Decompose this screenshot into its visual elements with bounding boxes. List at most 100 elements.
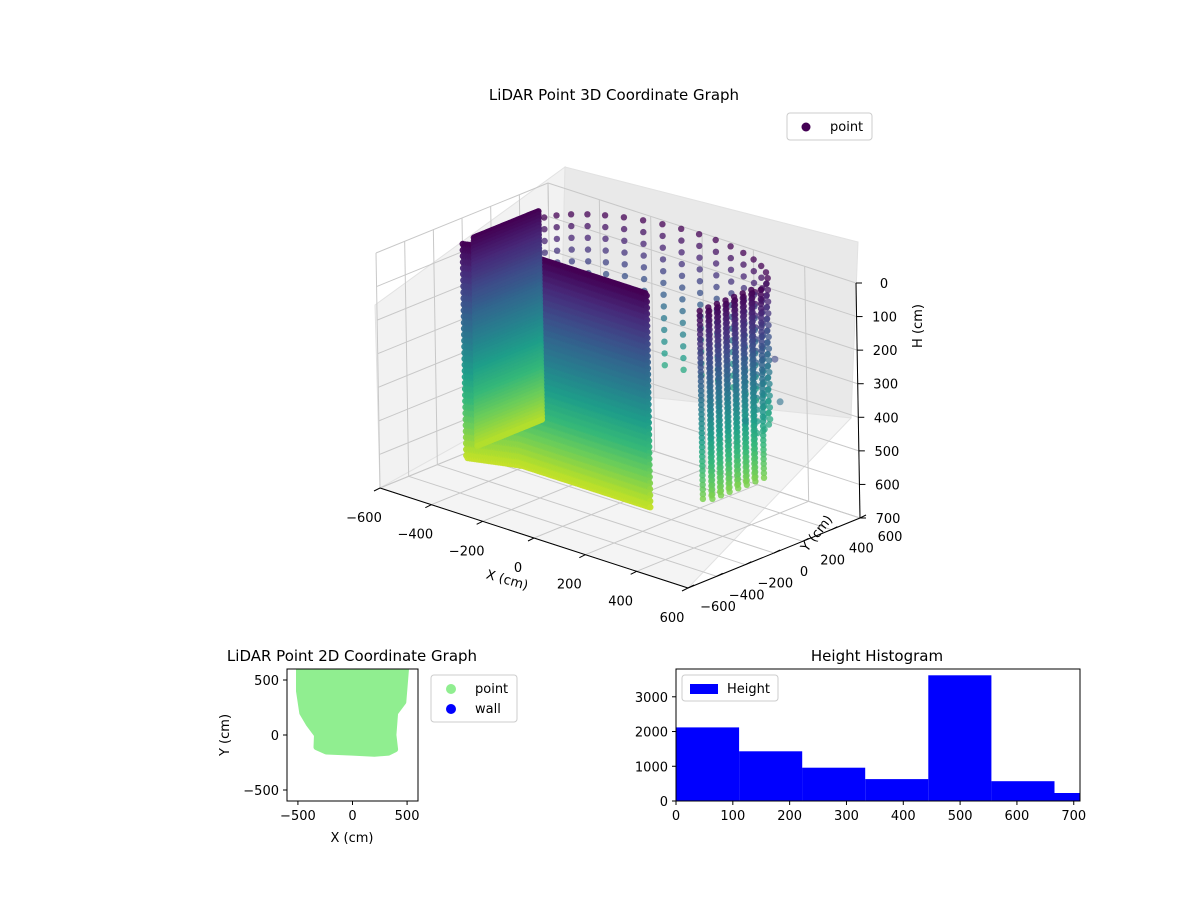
cloud-point-183 — [620, 225, 628, 233]
cloud-point-639 — [734, 472, 741, 479]
cloud-point-165 — [661, 326, 668, 334]
cloud-point-818 — [758, 343, 765, 350]
cloud-point-631 — [733, 434, 740, 442]
cloud-point-477 — [716, 488, 724, 496]
cloud-point-534 — [723, 367, 730, 375]
cloud-point-275 — [696, 317, 704, 324]
grid-left-h-0 — [375, 182, 549, 254]
cloud-point-559 — [725, 485, 732, 492]
cloud-point-438 — [713, 305, 721, 312]
grid-left-y-1 — [404, 241, 410, 477]
cloud-point-812 — [758, 314, 765, 322]
cloud-point-475 — [716, 479, 724, 486]
cloud-point-695 — [740, 346, 747, 353]
cloud-point-184 — [621, 237, 628, 244]
cloud-point-450 — [714, 361, 722, 369]
cloud-point-841 — [760, 451, 767, 458]
cloud-point-444 — [714, 333, 721, 340]
cloud-point-609 — [731, 331, 738, 338]
cloud-point-132 — [696, 254, 703, 261]
cloud-point-607 — [731, 321, 738, 329]
cloud-point-65 — [758, 262, 765, 270]
cloud-point-456 — [715, 390, 722, 397]
cloud-point-636 — [733, 458, 741, 465]
cloud-point-825 — [759, 375, 766, 383]
cloud-point-799 — [750, 446, 758, 453]
cloud-point-47 — [766, 369, 773, 376]
cloud-point-134 — [696, 278, 704, 285]
cloud-point-775 — [748, 333, 756, 341]
cloud-point-555 — [725, 466, 732, 473]
cloud-point-146 — [678, 260, 685, 268]
cloud-point-451 — [714, 366, 722, 373]
cloud-point-304 — [699, 453, 706, 460]
cloud-point-208 — [584, 211, 591, 218]
cloud-point-529 — [723, 344, 730, 351]
cloud-point-367 — [706, 360, 713, 367]
cloud-point-623 — [732, 397, 740, 404]
cloud-point-368 — [706, 365, 713, 372]
cloud-point-365 — [705, 351, 713, 358]
cloud-point-640 — [734, 477, 741, 484]
cloud-point-814 — [758, 324, 765, 331]
cloud-point-173 — [640, 264, 648, 271]
cloud-point-445 — [714, 338, 721, 345]
cloud-point-356 — [705, 308, 712, 316]
cloud-point-521 — [722, 306, 729, 313]
cloud-point-777 — [749, 343, 756, 350]
cloud-point-273 — [696, 307, 703, 315]
cloud-point-199 — [602, 259, 610, 266]
cloud-point-806 — [757, 286, 764, 293]
cloud-point-135 — [696, 289, 704, 297]
cloud-point-634 — [733, 448, 740, 456]
cloud-point-828 — [759, 390, 766, 397]
cloud-point-297 — [698, 420, 705, 427]
cloud-point-145 — [678, 249, 685, 256]
cloud-point-625 — [732, 406, 740, 413]
cloud-point-440 — [714, 314, 721, 322]
cloud-point-120 — [713, 272, 720, 279]
cloud-point-379 — [707, 417, 714, 424]
cloud-point-39 — [764, 275, 771, 282]
cloud-point-833 — [759, 413, 767, 420]
cloud-point-66 — [758, 274, 765, 281]
cloud-point-778 — [749, 347, 756, 355]
cloud-point-804 — [751, 470, 758, 477]
cloud-point-463 — [715, 422, 723, 430]
cloud-point-59 — [764, 351, 771, 358]
cloud-point-774 — [748, 329, 756, 336]
cloud-point-143 — [678, 225, 685, 232]
cloud-point-167 — [661, 350, 668, 357]
cloud-point-41 — [764, 298, 772, 305]
cloud-point-688 — [739, 313, 747, 321]
cloud-point-289 — [697, 382, 705, 390]
cloud-point-626 — [732, 411, 740, 418]
cloud-point-195 — [601, 212, 609, 219]
cloud-point-525 — [722, 325, 730, 332]
cloud-point-792 — [750, 413, 757, 420]
cloud-point-808 — [757, 296, 765, 303]
cloud-point-704 — [741, 388, 748, 396]
cloud-point-526 — [722, 330, 730, 337]
cloud-point-291 — [698, 392, 705, 399]
cloud-point-61 — [764, 374, 771, 382]
cloud-point-55 — [763, 304, 770, 311]
cloud-point-715 — [742, 440, 749, 447]
cloud-point-604 — [731, 307, 738, 315]
cloud-point-536 — [723, 377, 731, 384]
cloud-point-789 — [750, 399, 757, 406]
cloud-point-388 — [707, 459, 715, 466]
cloud-point-817 — [758, 338, 765, 345]
cloud-point-699 — [740, 365, 748, 372]
cloud-point-698 — [740, 360, 748, 368]
cloud-point-393 — [708, 482, 715, 490]
cloud-point-472 — [716, 465, 723, 472]
cloud-point-627 — [733, 415, 740, 423]
cloud-point-474 — [716, 474, 724, 481]
cloud-point-615 — [732, 359, 739, 366]
cloud-point-618 — [732, 373, 739, 380]
cloud-point-48 — [766, 380, 773, 388]
cloud-point-781 — [749, 361, 756, 369]
cloud-point-830 — [759, 399, 766, 406]
cloud-point-378 — [707, 412, 714, 419]
